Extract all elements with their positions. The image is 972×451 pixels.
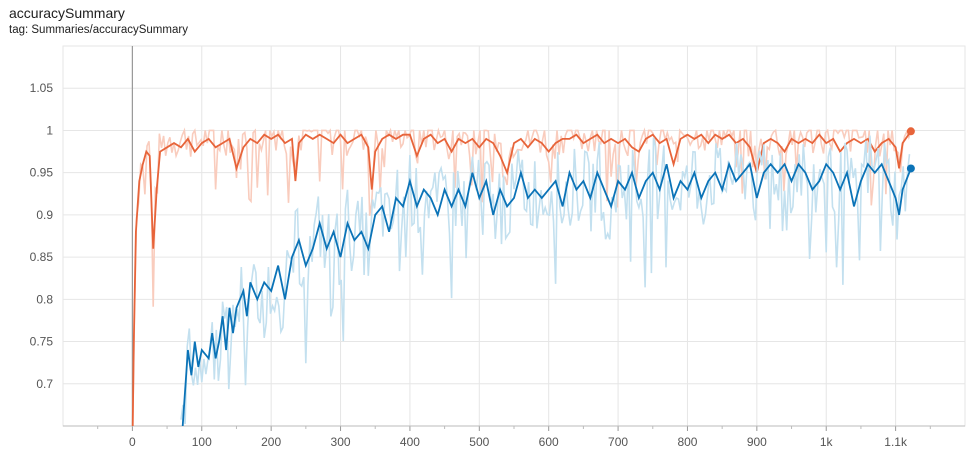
x-tick-label: 300 bbox=[331, 435, 351, 449]
x-tick-label: 1k bbox=[820, 435, 834, 449]
series-blue-end-point bbox=[906, 164, 915, 173]
y-tick-label: 0.75 bbox=[30, 335, 54, 349]
x-tick-label: 900 bbox=[747, 435, 767, 449]
series-orange-raw-line bbox=[131, 127, 912, 426]
y-tick-label: 1.05 bbox=[30, 81, 54, 95]
series-blue-raw-line bbox=[180, 135, 911, 425]
series-blue-smoothed-line bbox=[181, 161, 912, 426]
y-tick-label: 0.95 bbox=[30, 166, 54, 180]
y-tick-label: 0.9 bbox=[36, 208, 53, 222]
x-tick-label: 600 bbox=[539, 435, 559, 449]
x-tick-label: 700 bbox=[608, 435, 628, 449]
x-tick-label: 0 bbox=[129, 435, 136, 449]
y-tick-label: 0.85 bbox=[30, 250, 54, 264]
x-tick-label: 500 bbox=[469, 435, 489, 449]
x-tick-label: 100 bbox=[192, 435, 212, 449]
x-tick-label: 800 bbox=[677, 435, 697, 449]
chart-title: accuracySummary bbox=[9, 5, 125, 21]
y-tick-label: 1 bbox=[46, 123, 53, 137]
x-tick-label: 400 bbox=[400, 435, 420, 449]
y-tick-label: 0.8 bbox=[36, 292, 53, 306]
series-orange-end-point bbox=[906, 127, 915, 136]
series-orange-smoothed-line bbox=[131, 130, 912, 426]
x-tick-label: 200 bbox=[261, 435, 281, 449]
x-tick-label: 1.1k bbox=[884, 435, 908, 449]
chart-tag: tag: Summaries/accuracySummary bbox=[9, 24, 188, 36]
chart-header: accuracySummary tag: Summaries/accuracyS… bbox=[9, 4, 188, 38]
y-tick-label: 0.7 bbox=[36, 377, 53, 391]
